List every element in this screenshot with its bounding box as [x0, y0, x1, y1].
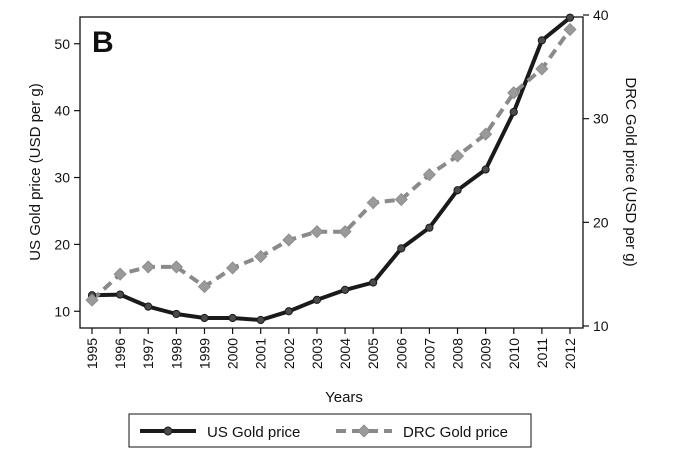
x-tick-label: 1997	[140, 338, 156, 369]
data-point	[254, 249, 268, 264]
x-axis: 1995 1996 1997 1998 1999 2000 2001 2002 2003 2004…	[84, 328, 578, 369]
y-tick-label: 40	[54, 103, 70, 119]
data-point	[282, 233, 296, 247]
legend-us-marker	[163, 426, 173, 436]
y2-tick-label: 40	[593, 7, 609, 23]
x-tick-label: 2008	[450, 338, 466, 369]
data-point	[565, 13, 575, 22]
series-lines	[85, 13, 577, 325]
data-point	[197, 280, 212, 294]
x-tick-label: 2009	[478, 338, 494, 369]
x-tick-label: 2003	[309, 338, 325, 369]
left-y-axis: 10 20 30 40 50	[54, 36, 80, 319]
data-point	[310, 225, 324, 239]
legend-drc-label: DRC Gold price	[403, 424, 508, 441]
x-tick-label: 2011	[534, 338, 550, 368]
x-tick-label: 1999	[196, 338, 212, 369]
series-line-0	[91, 16, 572, 322]
x-tick-label: 2004	[337, 338, 353, 369]
data-point	[509, 107, 518, 117]
x-tick-label: 2005	[365, 338, 381, 369]
y-axis-title: US Gold price (USD per g)	[27, 83, 44, 261]
data-point	[479, 127, 493, 141]
x-tick-label: 2002	[281, 338, 297, 369]
legend-us-label: US Gold price	[207, 424, 300, 441]
data-point	[535, 62, 549, 76]
y2-tick-label: 20	[593, 214, 609, 230]
y-tick-label: 30	[54, 170, 70, 186]
data-point	[537, 36, 546, 45]
data-point	[116, 290, 125, 299]
data-point	[200, 313, 209, 323]
x-tick-label: 2012	[562, 338, 578, 369]
axes	[79, 16, 584, 329]
panel-label: B	[92, 26, 114, 59]
data-point	[397, 244, 406, 253]
y2-axis-title: DRC Gold price (USD per g)	[622, 77, 639, 266]
y-tick-label: 20	[54, 236, 70, 252]
right-y-axis: 10 20 30 40	[583, 7, 609, 334]
legend: US Gold price DRC Gold price	[128, 413, 532, 448]
x-tick-label: 1995	[84, 338, 100, 369]
data-point	[507, 86, 521, 100]
y-tick-label: 50	[54, 36, 70, 52]
data-point	[394, 192, 408, 207]
data-point	[169, 260, 183, 274]
data-point	[338, 225, 352, 239]
data-point	[425, 223, 434, 232]
data-point	[141, 260, 155, 274]
data-point	[340, 285, 350, 294]
x-tick-label: 1996	[112, 338, 128, 369]
legend-drc-marker	[357, 424, 371, 438]
y-tick-label: 10	[54, 303, 70, 319]
x-axis-title: Years	[325, 389, 363, 406]
x-tick-label: 2006	[393, 338, 409, 369]
data-point	[284, 307, 293, 316]
data-point	[144, 302, 153, 311]
data-point	[256, 315, 265, 325]
data-point	[422, 168, 436, 182]
series-line-1	[90, 28, 572, 302]
x-tick-label: 2001	[253, 338, 269, 369]
data-point	[563, 22, 577, 37]
plot-frame	[79, 16, 584, 329]
data-point	[366, 196, 380, 210]
data-point	[453, 186, 462, 195]
y2-tick-label: 10	[593, 318, 609, 334]
data-point	[481, 165, 490, 174]
x-tick-label: 2010	[506, 338, 522, 369]
data-point	[226, 261, 240, 275]
data-point	[172, 309, 181, 319]
data-point	[369, 278, 378, 287]
x-tick-label: 1998	[168, 338, 184, 369]
y2-tick-label: 30	[593, 111, 609, 127]
data-point	[113, 267, 127, 281]
x-tick-label: 2000	[225, 338, 241, 369]
data-point	[312, 295, 322, 305]
data-point	[228, 313, 237, 323]
data-point	[85, 293, 99, 307]
data-point	[450, 149, 465, 163]
x-tick-label: 2007	[421, 338, 437, 369]
